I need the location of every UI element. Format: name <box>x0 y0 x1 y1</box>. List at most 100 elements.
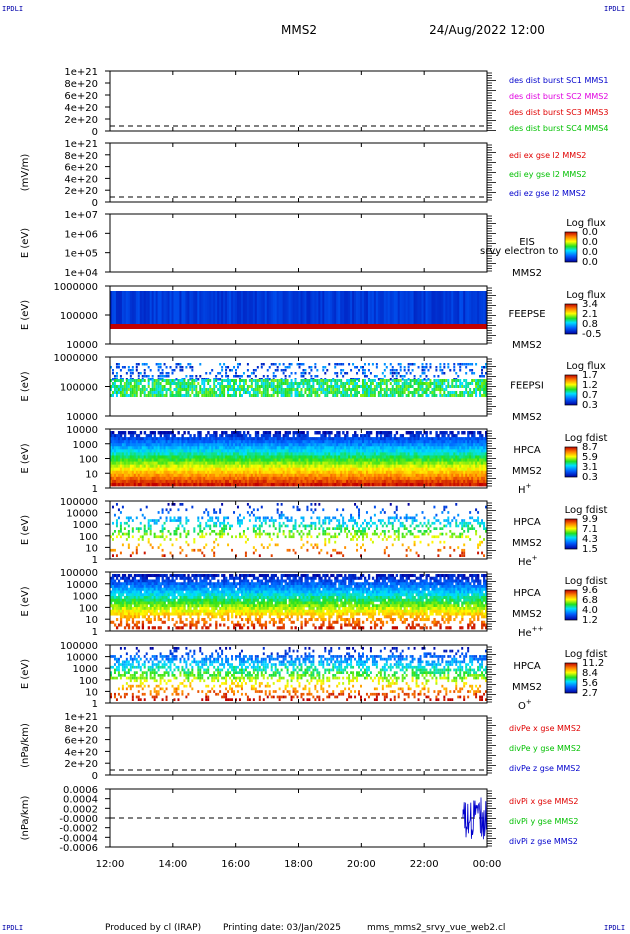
spectrogram-cell <box>383 431 387 435</box>
spectrogram-cell <box>383 437 387 441</box>
spectrogram-cell <box>369 452 373 456</box>
spectrogram-cell <box>375 449 379 453</box>
spectrogram-cell <box>207 452 210 456</box>
spectrogram-cell <box>381 291 385 324</box>
spectrogram-cell <box>262 391 265 394</box>
spectrogram-cell <box>340 449 343 453</box>
spectrogram-cell <box>185 391 188 394</box>
spectrogram-cell <box>300 291 303 324</box>
spectrogram-cell <box>189 378 192 381</box>
spectrogram-cell <box>401 388 404 391</box>
spectrogram-cell <box>233 440 236 444</box>
spectrogram-cell <box>328 443 331 447</box>
spectrogram-cell <box>236 464 240 469</box>
spectrogram-cell <box>296 476 299 481</box>
spectrogram-cell <box>354 458 357 462</box>
spectrogram-cell <box>292 464 295 469</box>
spectrogram-cell <box>121 482 125 487</box>
spectrogram-cell <box>135 324 139 329</box>
spectrogram-cell <box>201 379 204 382</box>
spectrogram-cell <box>459 379 462 382</box>
spectrogram-cell <box>225 324 228 329</box>
spectrogram-cell <box>324 449 327 453</box>
spectrogram-cell <box>389 291 393 324</box>
spectrogram-cell <box>119 464 123 469</box>
spectrogram-cell <box>167 467 170 472</box>
spectrogram-cell <box>310 324 313 329</box>
spectrogram-cell <box>159 324 162 329</box>
spectrogram-cell <box>258 473 262 478</box>
spectrogram-cell <box>143 458 147 462</box>
spectrogram-cell <box>363 446 367 450</box>
spectrogram-cell <box>443 324 446 329</box>
spectrogram-cell <box>481 369 484 372</box>
spectrogram-cell <box>367 449 371 453</box>
spectrogram-cell <box>260 482 264 487</box>
spectrogram-cell <box>342 446 345 450</box>
spectrogram-cell <box>338 363 341 366</box>
spectrogram-cell <box>225 366 228 369</box>
spectrogram-cell <box>235 391 237 394</box>
spectrogram-cell <box>129 379 132 382</box>
spectrogram-cell <box>115 452 119 456</box>
spectrogram-cell <box>453 363 456 366</box>
spectrogram-cell <box>342 470 345 475</box>
spectrogram-cell <box>207 473 210 478</box>
spectrogram-cell <box>282 382 285 385</box>
spectrogram-cell <box>429 431 432 435</box>
spectrogram-cell <box>143 482 147 487</box>
spectrogram-cell <box>127 476 131 481</box>
spectrogram-cell <box>145 476 149 481</box>
spectrogram-cell <box>361 446 365 450</box>
spectrogram-cell <box>236 449 240 453</box>
spectrogram-cell <box>361 369 364 372</box>
spectrogram-cell <box>191 476 194 481</box>
spectrogram-cell <box>233 467 236 472</box>
spectrogram-cell <box>207 443 210 447</box>
spectrogram-cell <box>193 476 196 481</box>
spectrogram-cell <box>141 467 145 472</box>
spectrogram-cell <box>387 458 391 462</box>
spectrogram-cell <box>332 443 335 447</box>
spectrogram-cell <box>165 382 168 385</box>
spectrogram-cell <box>115 372 118 375</box>
spectrogram-cell <box>276 291 280 324</box>
spectrogram-cell <box>137 455 141 459</box>
spectrogram-cell <box>318 476 321 481</box>
spectrogram-cell <box>161 473 164 478</box>
spectrogram-cell <box>330 379 333 382</box>
spectrogram-cell <box>403 382 406 385</box>
spectrogram-cell <box>121 437 125 441</box>
spectrogram-cell <box>479 291 482 324</box>
spectrogram-cell <box>141 324 145 329</box>
spectrogram-cell <box>145 449 149 453</box>
spectrogram-cell <box>268 291 272 324</box>
spectrogram-cell <box>236 476 240 481</box>
spectrogram-cell <box>244 437 248 441</box>
spectrogram-cell <box>344 473 347 478</box>
spectrogram-cell <box>340 467 343 472</box>
spectrogram-cell <box>455 394 458 397</box>
spectrogram-cell <box>205 455 208 459</box>
spectrogram-cell <box>246 455 250 459</box>
spectrogram-cell <box>310 437 313 441</box>
spectrogram-cell <box>373 455 377 459</box>
spectrogram-cell <box>119 388 122 391</box>
spectrogram-cell <box>300 434 303 438</box>
spectrogram-cell <box>326 449 329 453</box>
spectrogram-cell <box>280 464 284 469</box>
spectrogram-cell <box>213 458 216 462</box>
spectrogram-cell <box>350 455 353 459</box>
spectrogram-cell <box>276 394 279 397</box>
spectrogram-cell <box>205 464 208 469</box>
spectrogram-cell <box>189 324 192 329</box>
spectrogram-cell <box>300 388 303 391</box>
spectrogram-cell <box>304 446 307 450</box>
spectrogram-cell <box>187 446 190 450</box>
spectrogram-cell <box>266 476 270 481</box>
spectrogram-cell <box>227 479 230 484</box>
spectrogram-cell <box>165 379 168 382</box>
spectrogram-cell <box>481 382 484 385</box>
spectrogram-cell <box>173 369 176 372</box>
spectrogram-cell <box>119 476 123 481</box>
